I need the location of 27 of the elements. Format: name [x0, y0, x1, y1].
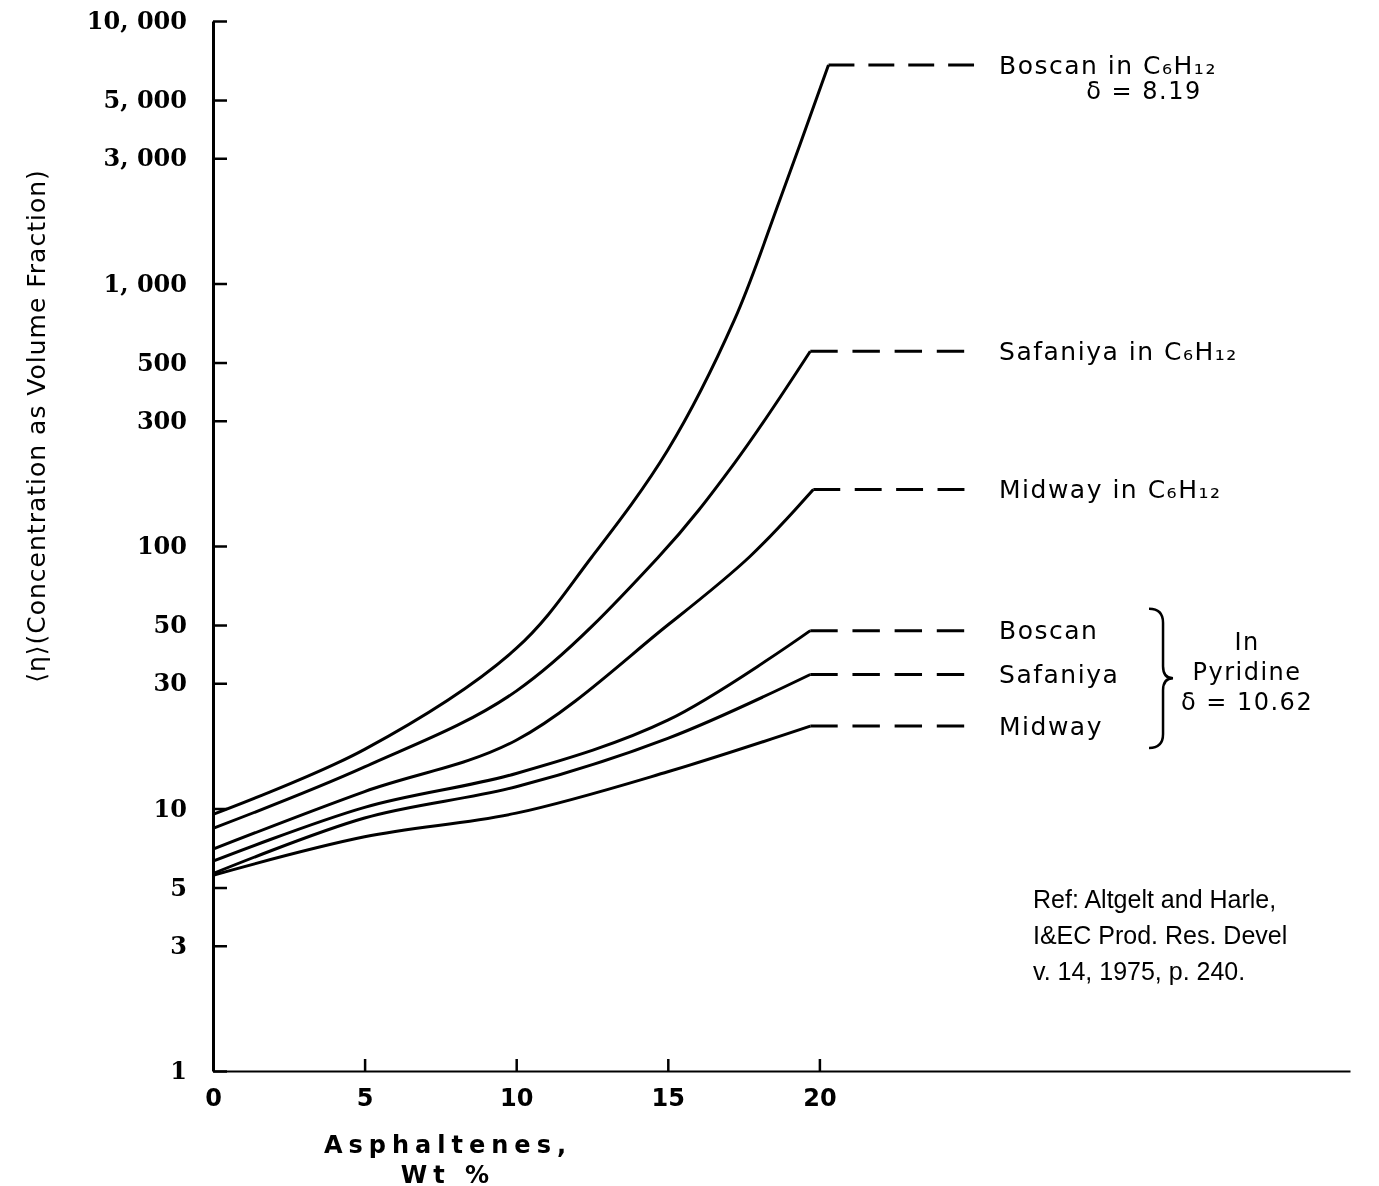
- x-tick-label: 0: [205, 1084, 222, 1113]
- y-tick-label: 100: [136, 531, 187, 561]
- y-tick-label: 3: [170, 930, 187, 960]
- x-axis-title: Asphaltenes, Wt %: [323, 1131, 573, 1186]
- y-tick-label: 50: [153, 610, 187, 640]
- text: Midway in C₆H₁₂: [999, 475, 1222, 505]
- y-tick-label: 5, 000: [103, 85, 187, 115]
- y-tick-label: 5: [170, 872, 187, 902]
- text: Safaniya in C₆H₁₂: [999, 336, 1238, 366]
- y-tick-label: 10: [153, 793, 187, 823]
- x-tick-label: 20: [803, 1084, 837, 1113]
- y-tick-label: 1, 000: [103, 268, 187, 298]
- y-tick-label: 1: [170, 1056, 187, 1086]
- annotation: In Pyridine δ = 10.62: [1180, 628, 1314, 717]
- x-tick-label: 10: [500, 1084, 534, 1113]
- y-tick-label: 3, 000: [103, 143, 187, 173]
- y-axis-title: ⟨η⟩(Concentration as Volume Fraction): [22, 169, 51, 683]
- y-tick-label: 500: [136, 347, 187, 377]
- y-tick-label: 30: [153, 668, 187, 698]
- y-tick-label: 10, 000: [86, 6, 187, 36]
- y-tick-label: 300: [136, 405, 187, 435]
- x-tick-label: 15: [651, 1084, 685, 1113]
- x-tick-label: 5: [356, 1084, 374, 1113]
- text: Safaniya: [999, 660, 1120, 690]
- annotation: Ref: Altgelt and Harle, I&EC Prod. Res. Devel v. 14, 1975, p. 240.: [1033, 884, 1288, 985]
- text: Midway: [999, 711, 1103, 741]
- text: Boscan: [999, 616, 1099, 646]
